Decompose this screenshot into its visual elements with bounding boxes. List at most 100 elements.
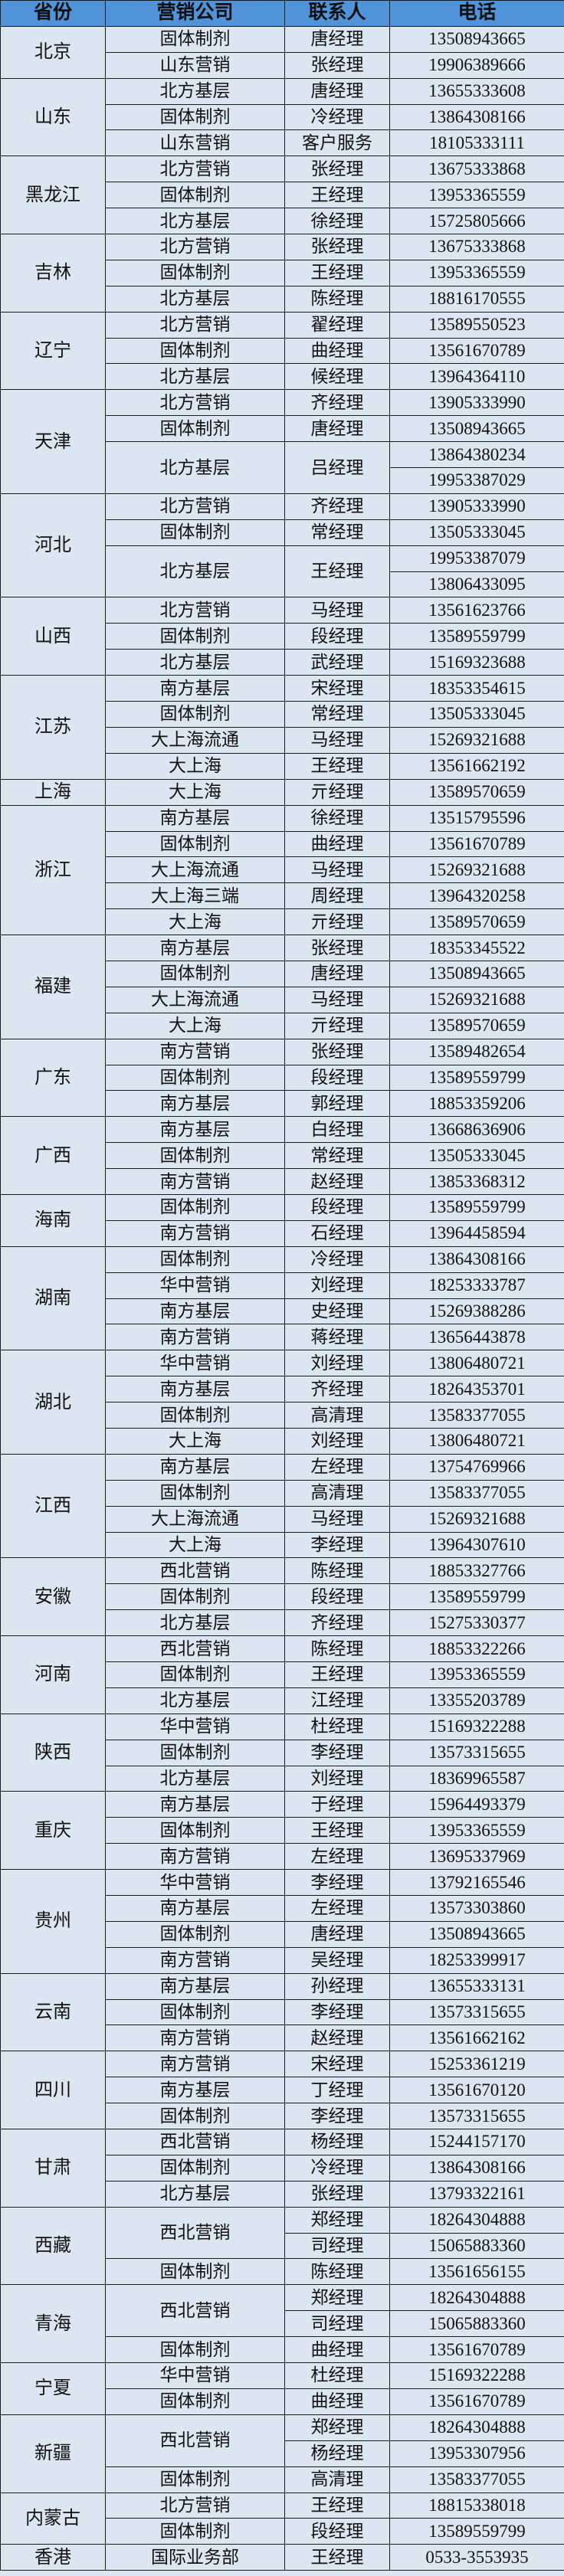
company-cell: 固体制剂 (105, 1739, 285, 1766)
company-cell: 华中营销 (105, 2362, 285, 2389)
phone-cell: 13953365559 (389, 1817, 564, 1844)
header-phone: 电话 (389, 0, 564, 27)
province-cell: 江苏 (0, 675, 106, 780)
province-cell: 吉林 (0, 234, 106, 313)
phone-cell: 13505333045 (389, 701, 564, 728)
table-row: 北方基层 陈经理 18816170555 (1, 285, 564, 313)
province-cell: 内蒙古 (0, 2492, 106, 2545)
contact-cell: 段经理 (284, 1064, 390, 1092)
contact-cell: 宋经理 (284, 675, 390, 702)
company-cell: 北方基层 (105, 545, 285, 598)
company-cell: 北方基层 (105, 1687, 285, 1714)
table-row: 贵州 华中营销 李经理 13792165546 (0, 1869, 564, 1974)
contact-cell: 徐经理 (284, 208, 390, 235)
contact-cell: 李经理 (284, 2103, 390, 2130)
contact-cell: 王经理 (284, 1661, 390, 1688)
contact-cell: 左经理 (284, 1843, 390, 1871)
company-cell: 固体制剂 (105, 259, 285, 286)
company-cell: 固体制剂 (105, 1583, 285, 1611)
contact-cell: 赵经理 (284, 1168, 390, 1195)
phone-cell: 13905333990 (389, 389, 564, 417)
table-row: 北方基层 刘经理 18369965587 (1, 1765, 564, 1792)
contact-cell: 郭经理 (284, 1090, 390, 1118)
table-row: 黑龙江 北方营销 张经理 13675333868 (0, 155, 564, 235)
table-row: 北京 固体制剂 唐经理 13508943665 (0, 25, 564, 79)
company-cell: 南方营销 (105, 1219, 285, 1247)
contact-cell: 常经理 (284, 1142, 390, 1170)
province-cell: 河北 (0, 493, 106, 598)
company-cell: 北方基层 (105, 2180, 285, 2208)
phone-cell: 13561670789 (389, 2388, 564, 2415)
company-cell: 西北营销 (105, 2284, 285, 2338)
company-cell: 固体制剂 (105, 701, 285, 728)
contact-cell: 马经理 (284, 597, 390, 624)
contact-cell: 白经理 (284, 1116, 390, 1144)
phone-cell: 13589570659 (389, 1012, 564, 1039)
contact-cell: 赵经理 (284, 2024, 390, 2052)
company-cell: 南方基层 (105, 934, 285, 961)
phone-cell: 13964364110 (389, 363, 564, 391)
contact-cell: 高清理 (284, 1402, 390, 1429)
table-row: 江苏 南方基层 宋经理 18353354615 (0, 675, 564, 780)
phone-cell: 13589550523 (389, 311, 564, 339)
company-cell: 山东营销 (105, 129, 285, 157)
table-row: 香港 国际业务部 王经理 0533-3553935 (0, 2544, 564, 2571)
table-row: 固体制剂 李经理 13573315655 (1, 1998, 564, 2026)
table-row: 南方营销 石经理 13964458594 (1, 1219, 564, 1247)
phone-cell: 15964493379 (389, 1791, 564, 1818)
table-row: 固体制剂 高清理 13583377055 (1, 1402, 564, 1429)
company-cell: 固体制剂 (105, 1817, 285, 1844)
table-row: 内蒙古 北方营销 王经理 18815338018 (0, 2492, 564, 2545)
company-cell: 华中营销 (105, 1869, 285, 1897)
contact-cell: 张经理 (284, 234, 390, 260)
table-row: 河北 北方营销 齐经理 13905333990 (0, 493, 564, 598)
contact-cell: 曲经理 (284, 830, 390, 858)
province-cell: 广东 (0, 1038, 106, 1118)
company-cell: 北方基层 (105, 363, 285, 391)
province-cell: 云南 (0, 1972, 106, 2052)
phone-cell: 13754769966 (389, 1453, 564, 1481)
phone-cell: 13864380234 (389, 441, 564, 469)
company-cell: 固体制剂 (105, 415, 285, 443)
contact-cell: 张经理 (284, 934, 390, 961)
table-row: 山西 北方营销 马经理 13561623766 (0, 597, 564, 676)
table-row: 广西 南方基层 白经理 13668636906 (0, 1116, 564, 1195)
company-cell: 大上海 (105, 1427, 285, 1455)
company-cell: 南方基层 (105, 1972, 285, 2000)
phone-cell: 13964458594 (389, 1219, 564, 1247)
phone-cell: 13508943665 (389, 960, 564, 987)
phone-cell: 15269321688 (389, 986, 564, 1013)
contact-cell: 司经理 (284, 2232, 390, 2260)
company-cell: 固体制剂 (105, 1920, 285, 1948)
phone-cell: 18369965587 (389, 1765, 564, 1792)
province-cell: 湖北 (0, 1350, 106, 1455)
table-row: 江西 南方基层 左经理 13754769966 (0, 1453, 564, 1559)
contact-cell: 王经理 (284, 182, 390, 209)
company-cell: 大上海流通 (105, 856, 285, 884)
phone-cell: 15065883360 (389, 2232, 564, 2260)
contact-cell: 郑经理 (284, 2414, 390, 2441)
phone-cell: 15269388286 (389, 1298, 564, 1325)
contact-cell: 高清理 (284, 2466, 390, 2493)
contact-cell: 翟经理 (284, 311, 390, 339)
contact-cell: 马经理 (284, 726, 390, 754)
table-row: 南方营销 左经理 13695337969 (1, 1843, 564, 1871)
contact-cell: 郑经理 (284, 2206, 390, 2234)
company-cell: 大上海流通 (105, 1505, 285, 1533)
company-cell: 大上海流通 (105, 986, 285, 1013)
table-row: 南方营销 吴经理 18253399917 (1, 1946, 564, 1974)
contact-cell: 左经理 (284, 1895, 390, 1922)
phone-cell: 13953365559 (389, 1661, 564, 1688)
table-row: 湖南 固体制剂 冷经理 13864308166 (0, 1245, 564, 1351)
company-cell: 固体制剂 (105, 623, 285, 650)
phone-cell: 13561623766 (389, 597, 564, 624)
province-cell: 香港 (0, 2544, 106, 2571)
company-cell: 固体制剂 (105, 1142, 285, 1170)
contact-cell: 齐经理 (284, 1609, 390, 1637)
header-province: 省份 (0, 0, 106, 27)
table-row: 南方基层 郭经理 18853359206 (1, 1090, 564, 1118)
province-cell: 北京 (0, 25, 106, 79)
company-cell: 南方基层 (105, 1090, 285, 1118)
table-row: 山东营销 客户服务 18105333111 (1, 129, 564, 157)
phone-cell: 13656443878 (389, 1324, 564, 1351)
